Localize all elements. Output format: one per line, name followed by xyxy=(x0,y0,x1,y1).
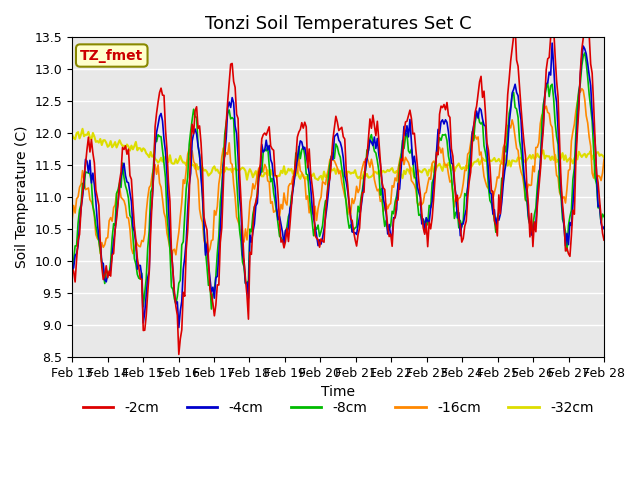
-16cm xyxy=(255,165,262,171)
-8cm xyxy=(228,115,236,120)
-4cm xyxy=(600,224,608,230)
-4cm xyxy=(134,266,141,272)
-4cm xyxy=(573,120,581,126)
Line: -16cm: -16cm xyxy=(72,89,604,260)
-32cm xyxy=(319,178,326,183)
Line: -4cm: -4cm xyxy=(72,43,604,327)
Title: Tonzi Soil Temperatures Set C: Tonzi Soil Temperatures Set C xyxy=(205,15,472,33)
-16cm xyxy=(168,257,175,263)
-2cm xyxy=(246,249,254,255)
-32cm xyxy=(79,126,86,132)
Line: -32cm: -32cm xyxy=(72,129,604,180)
-2cm xyxy=(134,255,141,261)
-32cm xyxy=(302,174,310,180)
-8cm xyxy=(572,131,580,137)
-2cm xyxy=(302,124,310,130)
Y-axis label: Soil Temperature (C): Soil Temperature (C) xyxy=(15,126,29,268)
-2cm xyxy=(175,351,182,357)
Legend: -2cm, -4cm, -8cm, -16cm, -32cm: -2cm, -4cm, -8cm, -16cm, -32cm xyxy=(77,396,599,420)
-4cm xyxy=(255,174,262,180)
-8cm xyxy=(600,214,608,219)
-2cm xyxy=(572,157,580,163)
-8cm xyxy=(581,50,589,56)
-16cm xyxy=(246,199,254,204)
-8cm xyxy=(134,272,141,277)
-2cm xyxy=(228,60,236,66)
X-axis label: Time: Time xyxy=(321,385,355,399)
-32cm xyxy=(573,156,581,162)
Line: -2cm: -2cm xyxy=(72,11,604,354)
-4cm xyxy=(246,232,254,238)
-8cm xyxy=(68,272,76,278)
-8cm xyxy=(246,226,254,232)
-32cm xyxy=(135,145,143,151)
-2cm xyxy=(581,8,589,13)
-8cm xyxy=(207,306,215,312)
-2cm xyxy=(600,237,608,243)
-16cm xyxy=(572,108,580,114)
-4cm xyxy=(175,324,182,330)
-16cm xyxy=(578,86,586,92)
-16cm xyxy=(302,196,310,202)
-32cm xyxy=(68,132,76,138)
-32cm xyxy=(600,155,608,160)
-4cm xyxy=(302,153,310,158)
-32cm xyxy=(255,174,262,180)
-2cm xyxy=(255,170,262,176)
-8cm xyxy=(255,169,262,175)
-8cm xyxy=(302,171,310,177)
Text: TZ_fmet: TZ_fmet xyxy=(80,48,143,62)
-4cm xyxy=(548,40,556,46)
-16cm xyxy=(600,156,608,162)
-16cm xyxy=(68,216,76,222)
-4cm xyxy=(68,268,76,274)
-2cm xyxy=(68,266,76,272)
-16cm xyxy=(134,241,141,247)
Line: -8cm: -8cm xyxy=(72,53,604,309)
-32cm xyxy=(246,167,254,172)
-32cm xyxy=(228,169,236,175)
-16cm xyxy=(228,162,236,168)
-4cm xyxy=(228,95,236,100)
